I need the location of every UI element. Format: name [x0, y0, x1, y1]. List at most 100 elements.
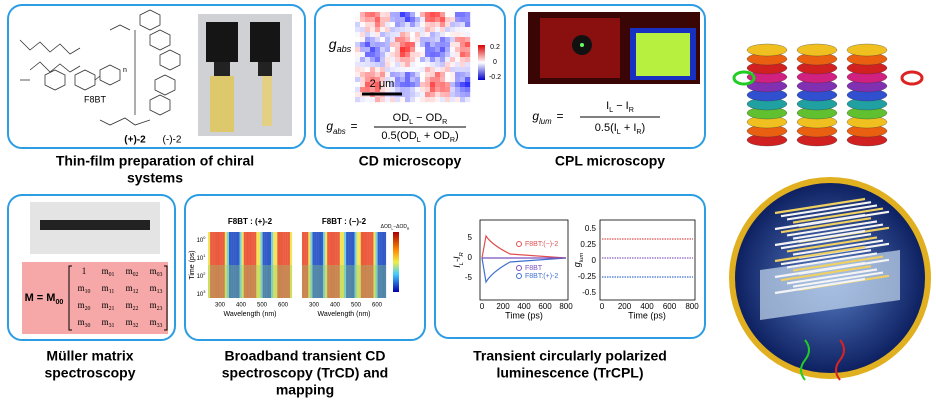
pixel: [385, 77, 391, 83]
pixel: [360, 77, 366, 83]
map-col: [381, 232, 384, 298]
pixel: [395, 57, 401, 63]
pixel: [420, 87, 426, 93]
map-col: [329, 232, 332, 298]
pixel: [440, 62, 446, 68]
pixel: [465, 27, 471, 33]
pixel: [390, 62, 396, 68]
pixel: [430, 92, 436, 98]
pixel: [395, 82, 401, 88]
pixel: [425, 32, 431, 38]
pixel: [455, 67, 461, 73]
pixel: [415, 42, 421, 48]
map-col: [304, 232, 307, 298]
pixel: [360, 22, 366, 28]
pixel: [405, 92, 411, 98]
pixel: [380, 37, 386, 43]
pixel: [400, 12, 406, 18]
rod: [786, 268, 878, 285]
pixel: [445, 52, 451, 58]
pixel: [405, 12, 411, 18]
pixel: [435, 22, 441, 28]
pixel: [355, 77, 361, 83]
map-col: [377, 232, 380, 298]
pixel: [435, 42, 441, 48]
pixel: [455, 47, 461, 53]
pixel: [400, 97, 406, 103]
map-fade: [208, 265, 292, 298]
text-part: m: [126, 300, 133, 310]
pixel: [460, 37, 466, 43]
pixel: [360, 97, 366, 103]
text-part: m: [150, 266, 157, 276]
map-fade: [302, 265, 386, 298]
map-col: [260, 232, 263, 298]
panel-muller: [7, 194, 176, 341]
pixel: [430, 57, 436, 63]
pixel: [415, 27, 421, 33]
map-col: [281, 232, 284, 298]
text-part: L: [409, 118, 413, 126]
label: F8BT : (+)-2: [228, 217, 273, 226]
pixel: [410, 47, 416, 53]
pixel: [445, 72, 451, 78]
pixel: [380, 77, 386, 83]
panel-film: [7, 4, 306, 149]
map-col: [241, 232, 244, 298]
pixel: [365, 47, 371, 53]
pixel: [465, 67, 471, 73]
map-col: [354, 232, 357, 298]
pixel: [465, 57, 471, 63]
pixel: [375, 22, 381, 28]
text-part: 10: [197, 274, 204, 280]
pixel: [440, 72, 446, 78]
pixel: [410, 72, 416, 78]
pixel: [365, 37, 371, 43]
pixel: [435, 62, 441, 68]
pixel: [465, 32, 471, 38]
pixel: [440, 22, 446, 28]
map-col: [344, 232, 347, 298]
molecule-sketch: [19, 9, 181, 126]
pixel: [450, 77, 456, 83]
text-part: m: [126, 317, 133, 327]
pixel: [355, 72, 361, 78]
pixel: [355, 47, 361, 53]
pixel: [375, 82, 381, 88]
pixel: [410, 27, 416, 33]
map-col: [316, 232, 319, 298]
pixel: [385, 32, 391, 38]
pixel: [450, 37, 456, 43]
pixel: [445, 62, 451, 68]
pixel: [390, 97, 396, 103]
pixel: [460, 42, 466, 48]
trcd-colorbar: [393, 232, 399, 292]
pixel: [425, 62, 431, 68]
pixel: [400, 27, 406, 33]
text-part: OD: [393, 112, 410, 124]
pixel: [385, 87, 391, 93]
pixel: [465, 72, 471, 78]
label: 300: [309, 303, 320, 309]
pixel: [370, 77, 376, 83]
pixel: [365, 52, 371, 58]
text-part: 0: [203, 235, 206, 240]
pixel: [430, 42, 436, 48]
label: 600: [278, 303, 289, 309]
pixel: [355, 82, 361, 88]
legend-marker: [516, 241, 522, 247]
text-part: m: [78, 300, 85, 310]
label: (+)-2: [124, 135, 146, 146]
text-part: m: [102, 300, 109, 310]
pixel: [360, 87, 366, 93]
formula-text: 1: [82, 266, 87, 276]
caption: mapping: [276, 382, 334, 398]
pixel: [420, 62, 426, 68]
film-photo: [198, 14, 292, 136]
pixel: [385, 72, 391, 78]
label: 800: [559, 302, 573, 311]
formula-text: m23: [150, 300, 163, 312]
pixel: [415, 97, 421, 103]
pixel: [415, 87, 421, 93]
text-part: − OD: [413, 112, 442, 124]
